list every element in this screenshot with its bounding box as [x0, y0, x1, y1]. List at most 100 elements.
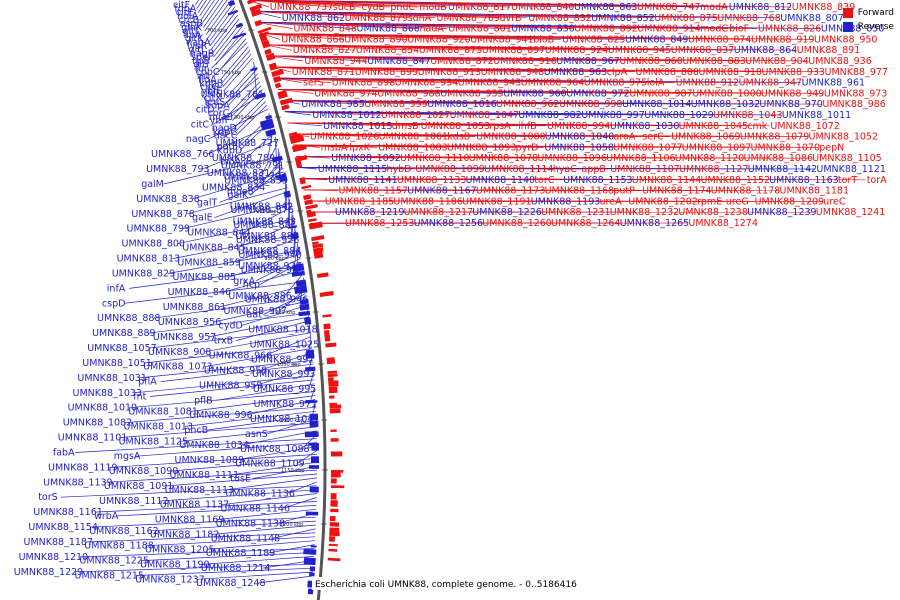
gene-label: UMNK88_1000 [692, 88, 762, 99]
gene-label-reverse: UMNK88_1214 [201, 563, 271, 574]
gene-label: UMNK88_1061 [379, 132, 449, 143]
gene-label-reverse: UMNK88_1051 [82, 358, 152, 369]
gene-block [305, 321, 311, 322]
gene-label: UMNK88_863 [574, 2, 637, 13]
gene-block [284, 194, 290, 195]
gene-label: UMNK88_986 [822, 99, 885, 110]
gene-label-reverse: galE [192, 213, 213, 224]
gene-block [266, 116, 272, 118]
gene-label: UMNK88_1120 [675, 153, 745, 164]
gene-label: UMNK88_1016 [427, 99, 497, 110]
gene-label: UMNK88_1012 [312, 110, 382, 121]
gene-label: UMNK88_1106 [606, 153, 676, 164]
gene-label-reverse: UMNK88_946 [245, 295, 308, 306]
gene-label-reverse: UMNK88_859 [177, 257, 240, 268]
gene-block [267, 56, 275, 59]
gene-label: rpmE [697, 196, 722, 207]
gene-label-reverse: UMNK88_813 [117, 254, 180, 265]
gene-label: UMNK88_960 [503, 88, 566, 99]
gene-label: UMNK88_1121 [816, 164, 886, 175]
gene-block [263, 43, 270, 45]
gene-block [309, 224, 322, 226]
gene-label: UMNK88_866 [281, 34, 344, 45]
gene-block [302, 186, 312, 188]
gene-label: UMNK88_892 [574, 24, 637, 35]
gene-label: UMNK88_970 [759, 99, 822, 110]
gene-label: lolA [647, 78, 665, 89]
gene-block [275, 85, 280, 87]
gene-label-reverse: UMNK88_1125 [119, 436, 189, 447]
gene-label-reverse: UMNK88_908 [148, 347, 211, 358]
gene-label: cmk [747, 121, 767, 132]
gene-label-reverse: UMNK88_1237 [135, 574, 205, 585]
gene-label: torA [867, 175, 887, 186]
gene-label: UMNK88_769 [437, 13, 500, 24]
gene-label-reverse: UMNK88_1137 [160, 500, 230, 511]
gene-label: UMNK88_1096 [537, 153, 607, 164]
gene-label: UMNK88_825 [562, 34, 625, 45]
gene-block [252, 11, 261, 14]
gene-label: UMNK88_1092 [331, 153, 401, 164]
gene-label: UMNK88_847 [367, 56, 430, 67]
gene-block [306, 211, 311, 212]
gene-block [296, 282, 306, 283]
gene-label-reverse: UMNK88_1162 [89, 526, 159, 537]
gene-label-reverse: UMNK88_876 [231, 205, 294, 216]
gene-label: UMNK88_1115 [318, 164, 388, 175]
gene-label: UMNK88_1256 [414, 218, 484, 229]
gene-label: UMNK88_1083 [378, 142, 448, 153]
gene-label-reverse: UMNK88_940 [238, 250, 301, 261]
gene-label-reverse: UMNK88_1148 [211, 533, 281, 544]
gene-label: dmsB [392, 121, 419, 132]
gene-label: UMNK88_1032 [691, 99, 761, 110]
gene-label: UMNK88_873 [419, 45, 482, 56]
gene-block [229, 2, 235, 4]
gene-label: UMNK88_1040 [545, 132, 615, 143]
gene-label-reverse: UMNK88_1205 [145, 544, 215, 555]
gene-label-reverse: UMNK88_1138 [216, 518, 286, 529]
gene-label-reverse: UMNK88_992 [251, 354, 314, 365]
gene-label: UMNK88_1226 [472, 207, 542, 218]
gene-label: pyrD [516, 142, 539, 153]
forward-gene-labels: UMNK88_737 sucB cydB pnuC modB UMNK88_817 UMNK… [270, 2, 888, 229]
gene-label: UMNK88_807 [780, 13, 843, 24]
reverse-gene-labels: citFfdpAcitEholAcrcBasnBglnKgltLlipAgltK… [14, 0, 320, 589]
gene-label-reverse: cydD [219, 321, 243, 332]
genome-map: 700 kbp750 kbp800 kbp850 kbp900 kbp950 k… [0, 0, 900, 600]
genome-caption: Escherichia coli UMNK88, complete genome… [315, 580, 577, 590]
gene-block [296, 164, 301, 165]
gene-label-reverse: pflB [194, 395, 213, 406]
gene-label: UMNK88_1086 [744, 153, 814, 164]
gene-label: UMNK88_1191 [462, 196, 532, 207]
gene-label-reverse: UMNK88_1187 [24, 537, 94, 548]
gene-label-reverse: UMNK88_1161 [33, 507, 103, 518]
gene-label-reverse: UMNK88_1119 [48, 462, 118, 473]
gene-label: UMNK88_1193 [531, 196, 601, 207]
gene-label: bioF [729, 24, 749, 35]
legend-reverse-label: Reverse [858, 22, 894, 32]
gene-label-reverse: UMNK88_1229 [14, 567, 84, 578]
gene-label: UMNK88_972 [566, 88, 629, 99]
gene-block [311, 237, 324, 239]
gene-label-reverse: UMNK88_1057 [87, 343, 157, 354]
gene-label: UMNK88_1077 [613, 142, 683, 153]
gene-label: UMNK88_1133 [397, 175, 467, 186]
gene-label: modB [419, 2, 447, 13]
gene-label: UMNK88_1152 [701, 175, 771, 186]
gene-label: UMNK88_1265 [620, 218, 690, 229]
gene-label: serS [303, 78, 324, 89]
gene-label-reverse: UMNK88_829 [112, 269, 175, 280]
gene-label: UMNK88_985 [301, 99, 364, 110]
gene-label: UMNK88_1127 [679, 164, 749, 175]
gene-label: UMNK88_1141 [328, 175, 398, 186]
gene-block [312, 243, 319, 244]
gene-label: UMNK88_1029 [644, 110, 714, 121]
gene-label: cydB [362, 2, 385, 13]
gene-label: UMNK88_883 [682, 56, 745, 67]
gene-label-reverse: UMNK88_766 [151, 149, 214, 160]
gene-label: ureC [823, 196, 846, 207]
gene-label: UMNK88_1043 [713, 110, 783, 121]
gene-label: UMNK88_1015 [323, 121, 393, 132]
gene-block [314, 254, 323, 255]
gene-label: UMNK88_891 [797, 45, 860, 56]
